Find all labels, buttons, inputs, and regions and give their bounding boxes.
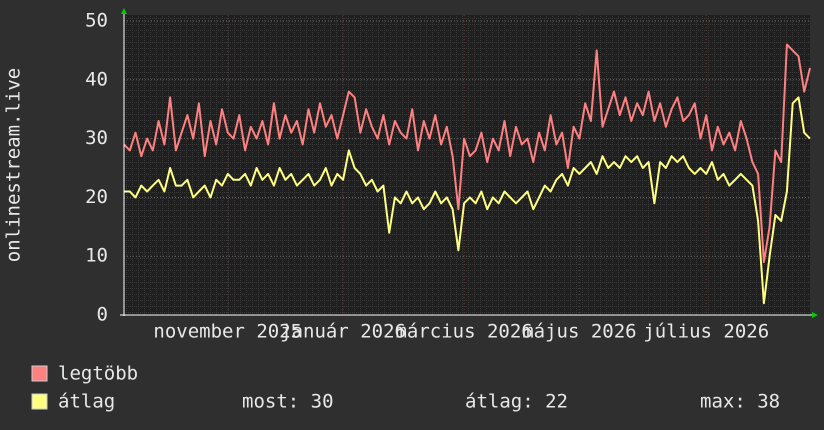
y-axis-label: onlinestream.live — [3, 68, 25, 262]
y-tick-label: 30 — [85, 127, 108, 149]
x-arrow — [812, 312, 818, 318]
y-arrow — [121, 8, 127, 14]
legend-stat: max: 38 — [700, 391, 780, 413]
x-tick-label: november 2025 — [153, 321, 302, 343]
minor-grid — [124, 15, 810, 315]
legend-swatch — [31, 393, 48, 410]
legend-stat: most: 30 — [242, 391, 334, 413]
x-tick-label: május 2026 — [522, 321, 636, 343]
series-line — [123, 43, 811, 264]
y-tick-label: 10 — [85, 245, 108, 267]
y-tick-label: 20 — [85, 186, 108, 208]
x-tick-label: március 2026 — [395, 321, 532, 343]
legend-label: átlag — [58, 391, 115, 413]
x-tick-label: július 2026 — [643, 321, 769, 343]
y-tick-label: 50 — [85, 10, 108, 32]
series-line — [124, 96, 811, 305]
legend-label: legtöbb — [58, 363, 138, 385]
y-tick-label: 40 — [85, 68, 108, 90]
y-tick-label: 0 — [97, 304, 108, 326]
legend-stat: átlag: 22 — [465, 391, 568, 413]
legend-swatch — [31, 365, 48, 382]
x-tick-label: január 2026 — [280, 321, 406, 343]
